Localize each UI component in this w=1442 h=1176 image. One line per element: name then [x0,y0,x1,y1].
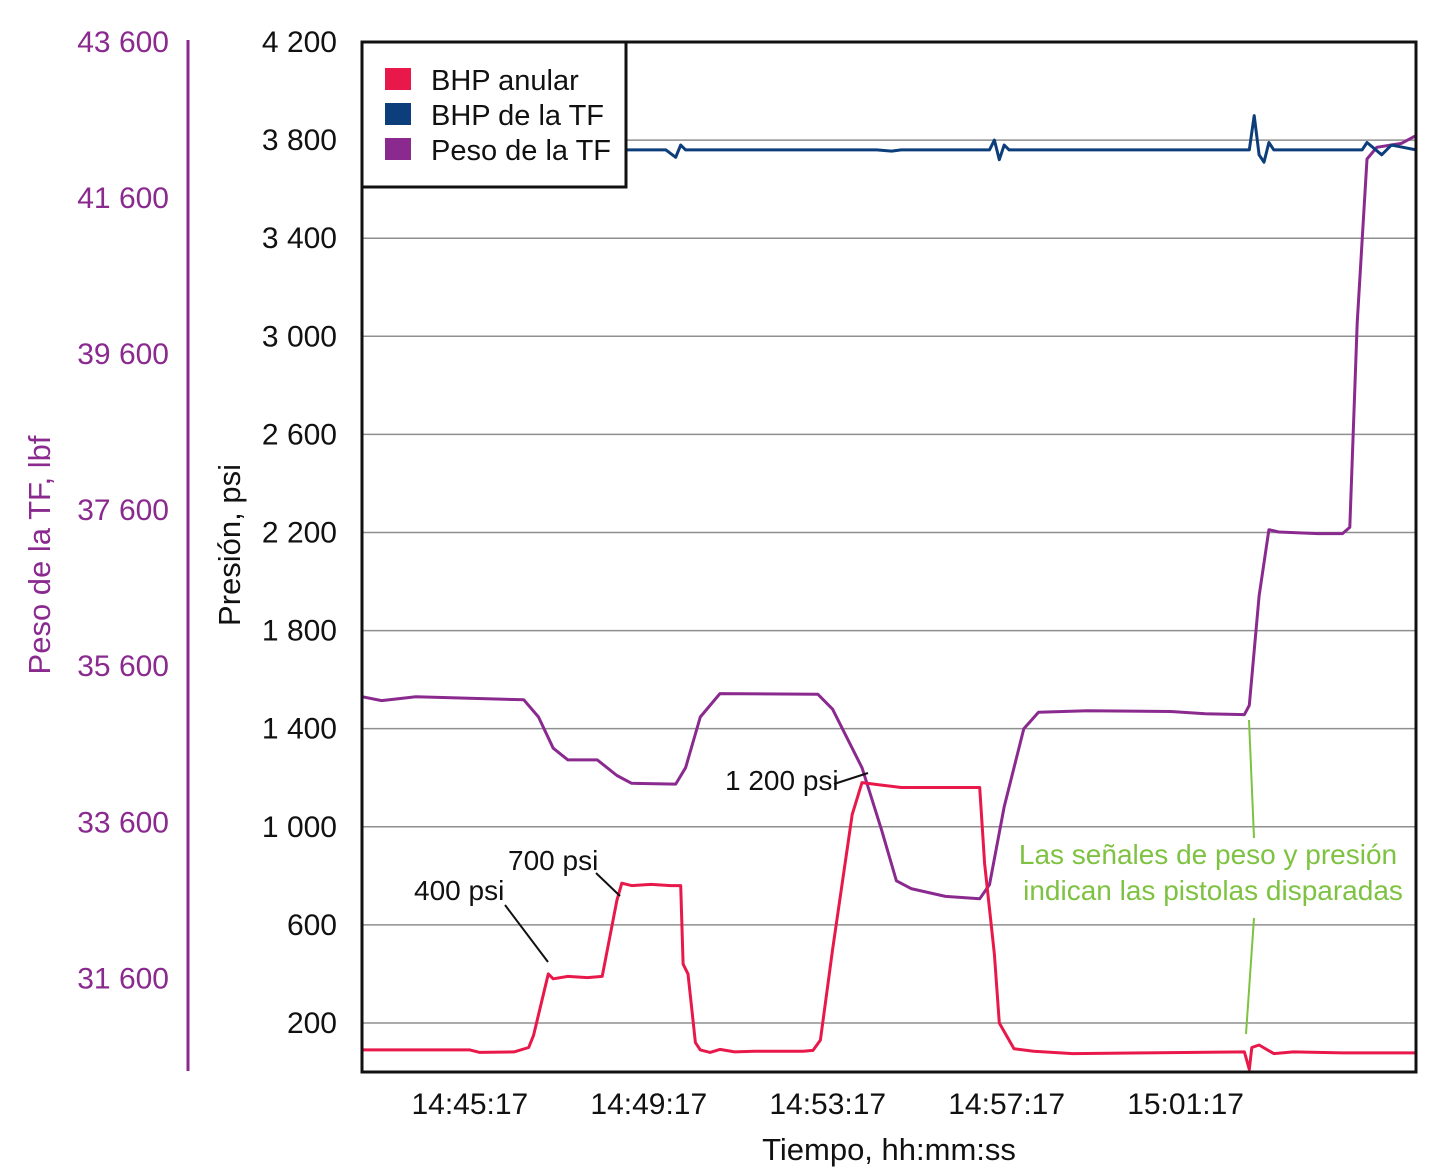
series-line-bhp-anular [362,781,1416,1071]
y2-tick-label: 37 600 [77,494,169,527]
series-layer [361,114,1417,1071]
legend: BHP anular BHP de la TF Peso de la TF [360,40,628,189]
annotation-700-psi: 700 psi [508,845,598,876]
y-tick-label: 1 800 [262,615,337,648]
y-tick-label: 1 000 [262,811,337,844]
y2-tick-label: 39 600 [77,338,169,371]
y-axis-title: Presión, psi [212,464,247,626]
legend-swatch-bhp-anular [385,68,411,90]
note-leader-up [1248,719,1255,839]
x-tick-label: 14:53:17 [769,1088,886,1121]
note-line-1: Las señales de peso y presión [1019,839,1397,870]
x-tick-label: 14:57:17 [948,1088,1065,1121]
y2-axis-ticks: 31 600 33 600 35 600 37 600 39 600 41 600 43 6… [77,26,169,995]
x-tick-label: 14:49:17 [590,1088,707,1121]
annotation-400-psi-leader [504,904,549,963]
y-tick-label: 3 000 [262,320,337,353]
y-tick-label: 600 [287,909,337,942]
legend-label-peso-tf: Peso de la TF [431,135,611,167]
legend-label-bhp-tf: BHP de la TF [431,100,604,132]
annotation-400-psi: 400 psi [414,875,504,906]
annotation-700-psi-leader [595,872,621,897]
x-axis-title: Tiempo, hh:mm:ss [762,1132,1016,1167]
y2-tick-label: 33 600 [77,806,169,839]
y2-tick-label: 43 600 [77,26,169,59]
legend-swatch-peso-tf [385,138,411,160]
y-tick-label: 3 400 [262,222,337,255]
annotations: 400 psi 700 psi 1 200 psi [414,765,869,963]
series-line-peso-tf [361,134,1417,901]
series-line-bhp-tf [362,114,1417,164]
y2-tick-label: 35 600 [77,650,169,683]
y-tick-label: 3 800 [262,124,337,157]
y2-axis-title: Peso de la TF, lbf [22,435,57,674]
y-axis-ticks: 200 600 1 000 1 400 1 800 2 200 2 600 3 000 3 40… [262,26,337,1040]
y-tick-label: 200 [287,1007,337,1040]
note-leader-down [1245,917,1255,1035]
x-tick-label: 15:01:17 [1127,1088,1244,1121]
gridlines [362,139,1416,1024]
plot-frame [360,40,1418,1074]
y-tick-label: 2 600 [262,418,337,451]
x-axis-ticks: 14:45:17 14:49:17 14:53:17 14:57:17 15:01:17 [411,1088,1244,1121]
x-tick-label: 14:45:17 [411,1088,528,1121]
y-tick-label: 2 200 [262,516,337,549]
annotation-1200-psi: 1 200 psi [725,765,839,796]
y-tick-label: 4 200 [262,26,337,59]
annotation-1200-psi-leader [833,772,869,785]
y2-tick-label: 41 600 [77,182,169,215]
y-tick-label: 1 400 [262,713,337,746]
legend-label-bhp-anular: BHP anular [431,65,579,97]
note-line-2: indican las pistolas disparadas [1023,875,1403,906]
fired-guns-note: Las señales de peso y presión indican la… [1019,719,1403,1035]
y2-tick-label: 31 600 [77,962,169,995]
legend-swatch-bhp-tf [385,103,411,125]
